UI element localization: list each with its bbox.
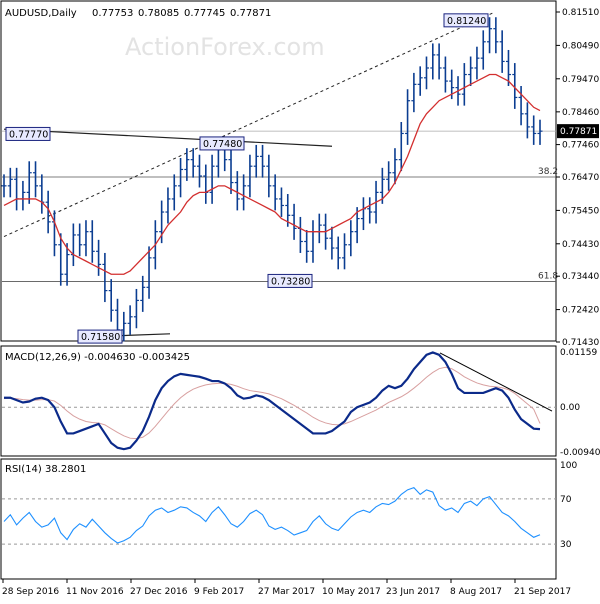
macd-y-tick-label: -0.009408 — [560, 448, 600, 458]
rsi-panel-frame — [0, 458, 557, 580]
fib-level-label: 61.8 — [538, 271, 558, 281]
x-tick-label: 11 Nov 2016 — [66, 587, 124, 597]
price-y-tick-label: 0.79470 — [562, 75, 599, 85]
price-annotation-label: 0.77480 — [203, 139, 242, 150]
macd-line — [4, 351, 541, 451]
moving-average-line — [3, 73, 541, 275]
x-tick-label: 21 Sep 2017 — [514, 587, 571, 597]
price-y-tick-label: 0.74430 — [562, 240, 599, 250]
price-annotation-label: 0.81240 — [447, 16, 486, 27]
rsi-y-tick-label: 30 — [560, 540, 572, 550]
price-y-tick-label: 0.72420 — [562, 306, 599, 316]
price-ohlc-high: 0.78085 — [138, 8, 179, 19]
macd-panel-frame — [0, 345, 557, 457]
price-annotation-box — [5, 126, 51, 141]
price-y-tick-label: 0.81510 — [562, 8, 599, 18]
price-annotation-label: 0.71580 — [81, 332, 120, 343]
macd-trendline — [439, 352, 553, 412]
price-y-tick-label: 0.75450 — [562, 206, 599, 216]
price-ohlc-low: 0.77745 — [184, 8, 225, 19]
rsi-title: RSI(14) 38.2801 — [5, 464, 86, 475]
price-y-tick-label: 0.80490 — [562, 41, 599, 51]
x-tick-label: 10 May 2017 — [322, 587, 381, 597]
resistance-trendline — [3, 128, 333, 147]
price-y-tick-label: 0.71430 — [562, 338, 599, 348]
price-annotation-box — [77, 329, 123, 344]
price-annotation-box — [199, 136, 245, 151]
price-annotation-label: 0.73280 — [271, 276, 310, 287]
x-tick-label: 9 Feb 2017 — [194, 587, 244, 597]
price-annotation-label: 0.77770 — [9, 129, 48, 140]
price-y-tick-label: 0.73440 — [562, 272, 599, 282]
current-price-label: 0.77871 — [560, 127, 597, 137]
price-annotation-box — [443, 13, 489, 28]
rsi-y-tick-label: 70 — [560, 495, 572, 505]
current-price-tag — [557, 124, 599, 139]
price-y-tick-label: 0.76470 — [562, 173, 599, 183]
x-tick-label: 8 Aug 2017 — [450, 587, 502, 597]
price-y-tick-label: 0.78460 — [562, 108, 599, 118]
rsi-line — [3, 486, 541, 544]
macd-title: MACD(12,26,9) -0.004630 -0.003425 — [5, 352, 190, 363]
watermark: ActionForex.com — [125, 33, 325, 61]
macd-signal-line — [3, 366, 541, 440]
fib-level-label: 38.2 — [538, 167, 558, 177]
rsi-y-tick-label: 100 — [560, 461, 577, 471]
price-title: AUDUSD,Daily — [5, 8, 77, 19]
x-tick-label: 23 Jun 2017 — [386, 587, 440, 597]
price-ohlc-open: 0.77753 — [92, 8, 133, 19]
x-tick-label: 27 Dec 2016 — [130, 587, 188, 597]
price-y-tick-label: 0.77460 — [562, 141, 599, 151]
price-annotation-box — [267, 273, 313, 288]
x-tick-label: 27 Mar 2017 — [258, 587, 315, 597]
macd-y-tick-label: 0.01159 — [560, 348, 597, 358]
x-tick-label: 28 Sep 2016 — [2, 587, 59, 597]
price-ohlc-close: 0.77871 — [230, 8, 271, 19]
macd-y-tick-label: 0.00 — [560, 403, 580, 413]
